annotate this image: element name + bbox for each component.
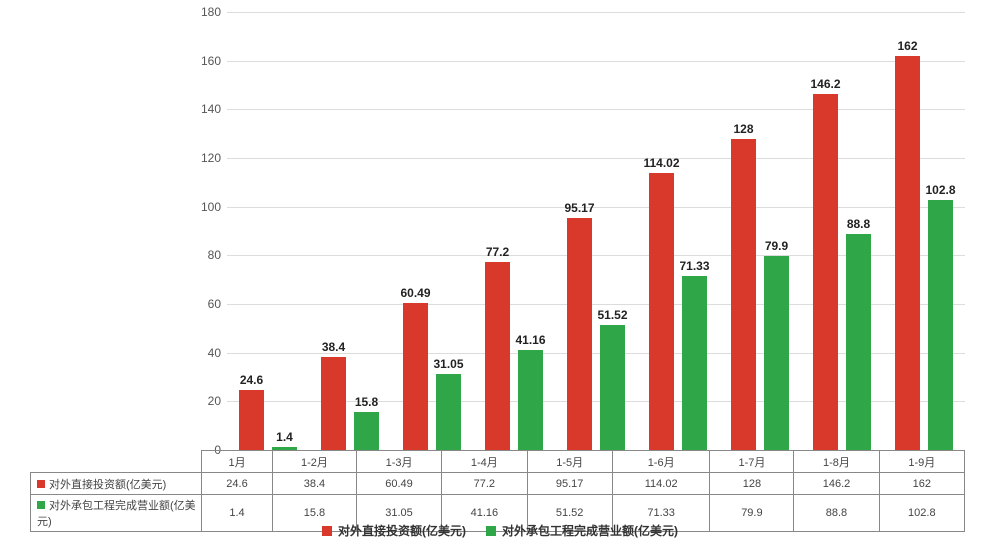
bar: 41.16	[518, 350, 543, 450]
bar-value-label: 1.4	[276, 430, 293, 447]
bar: 77.2	[485, 262, 510, 450]
legend-item: 对外承包工程完成营业额(亿美元)	[486, 522, 678, 539]
table-col-header: 1-3月	[356, 451, 441, 473]
legend-swatch-icon	[486, 526, 496, 536]
bar-value-label: 88.8	[847, 217, 870, 234]
bar: 114.02	[649, 173, 674, 450]
bar-value-label: 71.33	[679, 259, 709, 276]
y-tick-label: 80	[181, 248, 221, 262]
table-cell: 24.6	[202, 473, 273, 495]
table-corner	[31, 451, 202, 473]
chart-container: 24.6 1.4 38.4 15.8 60.49 31.05 77.2 41.16 95.17 5…	[195, 12, 965, 450]
bar-value-label: 24.6	[240, 373, 263, 390]
bar-value-label: 31.05	[433, 357, 463, 374]
table-col-header: 1-5月	[527, 451, 612, 473]
table-col-header: 1-9月	[879, 451, 964, 473]
y-tick-label: 100	[181, 200, 221, 214]
legend-item: 对外直接投资额(亿美元)	[322, 522, 466, 539]
table-col-header: 1-7月	[710, 451, 794, 473]
bar: 51.52	[600, 325, 625, 450]
data-table: 1月1-2月1-3月1-4月1-5月1-6月1-7月1-8月1-9月对外直接投资…	[30, 450, 965, 532]
table-cell: 162	[879, 473, 964, 495]
bar: 128	[731, 139, 756, 450]
table-col-header: 1月	[202, 451, 273, 473]
bar-value-label: 77.2	[486, 245, 509, 262]
y-tick-label: 60	[181, 297, 221, 311]
y-tick-label: 20	[181, 394, 221, 408]
table-col-header: 1-8月	[794, 451, 879, 473]
gridline	[227, 109, 965, 110]
gridline	[227, 158, 965, 159]
table-cell: 38.4	[273, 473, 357, 495]
legend: 对外直接投资额(亿美元) 对外承包工程完成营业额(亿美元)	[0, 522, 1000, 539]
table-cell: 146.2	[794, 473, 879, 495]
bar: 79.9	[764, 256, 789, 450]
table-cell: 95.17	[527, 473, 612, 495]
legend-label: 对外直接投资额(亿美元)	[338, 524, 466, 538]
gridline	[227, 61, 965, 62]
table-col-header: 1-2月	[273, 451, 357, 473]
table-cell: 114.02	[612, 473, 710, 495]
plot-area: 24.6 1.4 38.4 15.8 60.49 31.05 77.2 41.16 95.17 5…	[227, 12, 965, 451]
bar: 95.17	[567, 218, 592, 450]
bar: 71.33	[682, 276, 707, 450]
table-col-header: 1-4月	[442, 451, 527, 473]
bar-value-label: 51.52	[597, 308, 627, 325]
bar-value-label: 79.9	[765, 239, 788, 256]
bar: 146.2	[813, 94, 838, 450]
y-tick-label: 160	[181, 54, 221, 68]
bar-value-label: 60.49	[400, 286, 430, 303]
bar-value-label: 102.8	[925, 183, 955, 200]
bar-value-label: 114.02	[643, 156, 679, 173]
table-row: 对外直接投资额(亿美元) 24.638.460.4977.295.17114.02…	[31, 473, 965, 495]
bar: 88.8	[846, 234, 871, 450]
y-tick-label: 120	[181, 151, 221, 165]
bar: 38.4	[321, 357, 346, 450]
legend-swatch-icon	[322, 526, 332, 536]
bar-value-label: 162	[897, 39, 917, 56]
bar-value-label: 38.4	[322, 340, 345, 357]
bar-value-label: 95.17	[564, 201, 594, 218]
y-tick-label: 140	[181, 102, 221, 116]
bar-value-label: 128	[733, 122, 753, 139]
table-cell: 77.2	[442, 473, 527, 495]
table-cell: 128	[710, 473, 794, 495]
series-swatch-icon	[37, 480, 45, 488]
table-row-header-text: 对外直接投资额(亿美元)	[49, 479, 166, 491]
table-col-header: 1-6月	[612, 451, 710, 473]
bar-value-label: 41.16	[515, 333, 545, 350]
gridline	[227, 12, 965, 13]
gridline	[227, 207, 965, 208]
bar: 102.8	[928, 200, 953, 450]
table-row-header: 对外直接投资额(亿美元)	[31, 473, 202, 495]
table-cell: 60.49	[356, 473, 441, 495]
bar: 162	[895, 56, 920, 450]
bar: 24.6	[239, 390, 264, 450]
bar-value-label: 146.2	[810, 77, 840, 94]
table-header-row: 1月1-2月1-3月1-4月1-5月1-6月1-7月1-8月1-9月	[31, 451, 965, 473]
bar: 31.05	[436, 374, 461, 450]
series-swatch-icon	[37, 501, 45, 509]
y-tick-label: 40	[181, 346, 221, 360]
y-tick-label: 180	[181, 5, 221, 19]
bar: 15.8	[354, 412, 379, 450]
bar: 60.49	[403, 303, 428, 450]
legend-label: 对外承包工程完成营业额(亿美元)	[502, 524, 678, 538]
bar-value-label: 15.8	[355, 395, 378, 412]
